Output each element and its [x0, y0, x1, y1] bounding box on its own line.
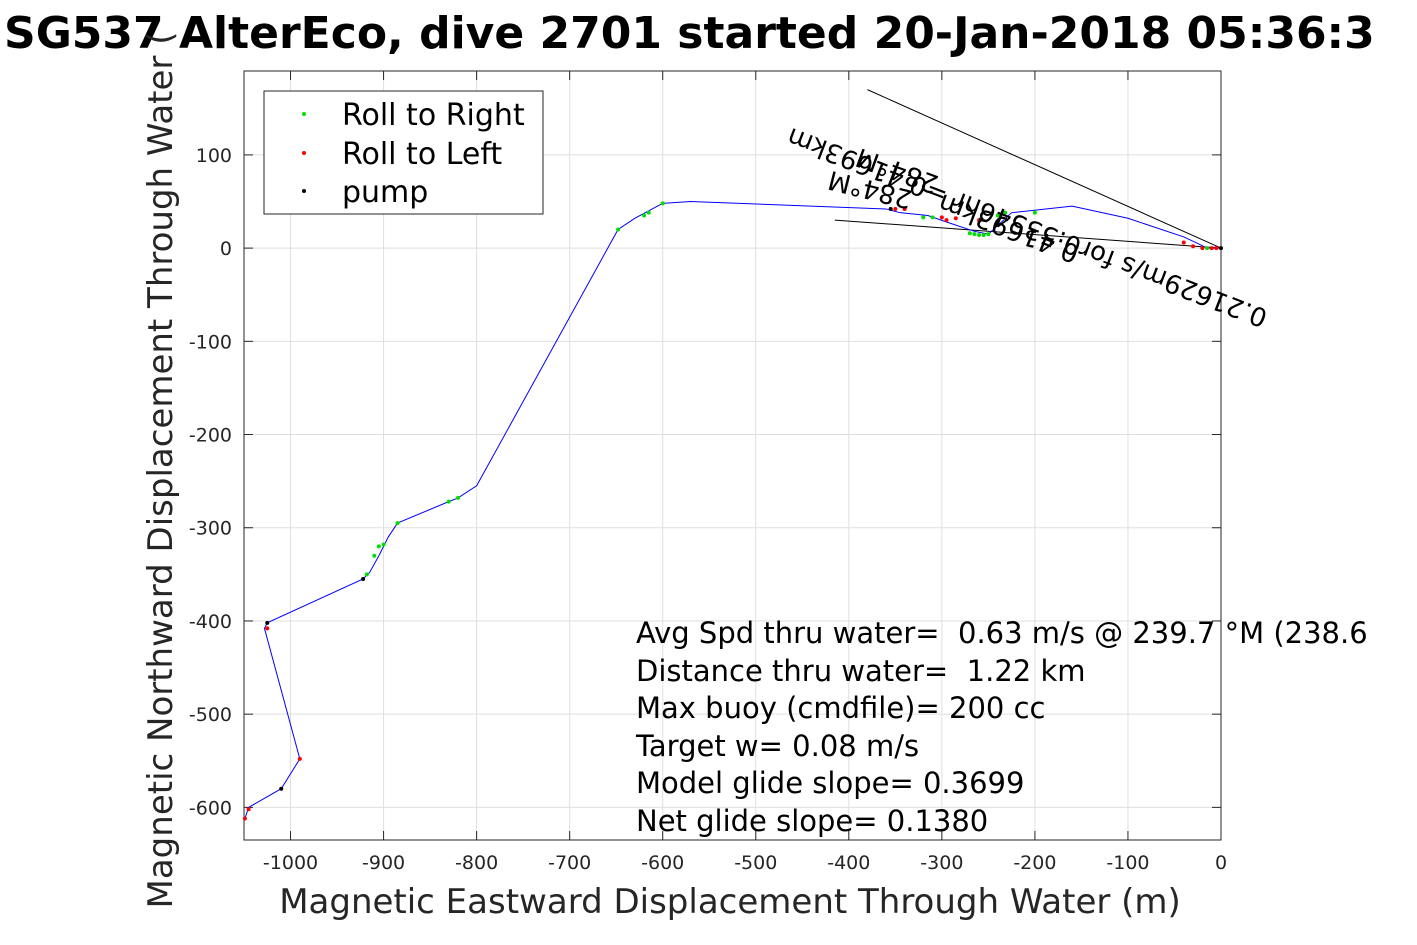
- stat-target-w: Target w= 0.08 m/s: [635, 729, 919, 763]
- y-tick-labels: 100 0 -100 -200 -300 -400 -500 -600: [189, 145, 232, 819]
- legend-marker-roll-right: [302, 112, 306, 116]
- roll-right-point: [930, 215, 935, 220]
- stat-net-glide: Net glide slope= 0.1380: [636, 804, 988, 838]
- roll-left-point: [1181, 240, 1186, 245]
- roll-left-point: [902, 206, 907, 211]
- roll-right-point: [372, 553, 377, 558]
- roll-right-point: [1003, 210, 1008, 215]
- stats-block: Avg Spd thru water= 0.63 m/s @ 239.7 °M …: [635, 616, 1368, 838]
- y-tick-label: 0: [220, 238, 232, 260]
- roll-right-point: [446, 499, 451, 504]
- roll-markers: [242, 201, 1223, 821]
- roll-right-point: [1205, 246, 1210, 251]
- y-tick-label: -600: [189, 797, 232, 819]
- x-tick-label: -200: [1013, 852, 1056, 874]
- roll-right-point: [995, 213, 1000, 218]
- roll-left-point: [977, 218, 982, 223]
- roll-right-point: [381, 542, 386, 547]
- roll-left-point: [297, 756, 302, 761]
- roll-left-point: [939, 215, 944, 220]
- roll-right-point: [981, 233, 986, 238]
- roll-right-point: [967, 231, 972, 236]
- x-tick-label: -700: [548, 852, 591, 874]
- roll-left-point: [893, 206, 898, 211]
- roll-right-point: [660, 201, 665, 206]
- x-tick-label: -800: [455, 852, 498, 874]
- roll-left-point: [1214, 246, 1219, 251]
- roll-right-point: [642, 213, 647, 218]
- legend-marker-pump: [302, 189, 306, 193]
- roll-right-point: [972, 232, 977, 237]
- roll-right-point: [1032, 210, 1037, 215]
- roll-left-point: [242, 816, 247, 821]
- x-axis-label: Magnetic Eastward Displacement Through W…: [279, 882, 1181, 922]
- pump-point: [279, 786, 284, 791]
- y-tick-label: 100: [196, 145, 232, 167]
- legend-box: [263, 90, 544, 215]
- roll-right-point: [376, 544, 381, 549]
- series-line: [244, 200, 1221, 819]
- x-tick-label: -500: [734, 852, 777, 874]
- stat-model-glide: Model glide slope= 0.3699: [636, 766, 1024, 800]
- x-tick-label: -1000: [263, 852, 318, 874]
- roll-left-point: [1200, 246, 1205, 251]
- roll-right-point: [986, 232, 991, 237]
- roll-right-point: [616, 227, 621, 232]
- x-tick-label: -600: [641, 852, 684, 874]
- roll-left-point: [953, 216, 958, 221]
- roll-right-point: [395, 521, 400, 526]
- roll-right-point: [456, 495, 461, 500]
- reference-line: [834, 219, 1222, 249]
- legend-label-roll-left: Roll to Left: [342, 137, 502, 172]
- chart-title: SG537 AlterEco, dive 2701 started 20-Jan…: [4, 8, 1375, 59]
- x-tick-label: 0: [1215, 852, 1227, 874]
- pump-point: [361, 577, 366, 582]
- pump-point: [888, 206, 893, 211]
- roll-left-point: [944, 218, 949, 223]
- x-tick-label: -400: [827, 852, 870, 874]
- x-tick-labels: -1000 -900 -800 -700 -600 -500 -400 -300 -200 -10…: [263, 852, 1227, 874]
- stat-avg-speed: Avg Spd thru water= 0.63 m/s @ 239.7 °M …: [636, 616, 1368, 650]
- pump-point: [265, 620, 270, 625]
- reference-line: [867, 89, 1222, 249]
- stat-max-buoy: Max buoy (cmdfile)= 200 cc: [636, 691, 1045, 725]
- x-tick-label: -300: [920, 852, 963, 874]
- roll-right-point: [977, 233, 982, 238]
- legend-label-pump: pump: [342, 175, 428, 210]
- y-tick-label: -400: [189, 611, 232, 633]
- plot-frame: [243, 70, 1222, 841]
- x-tick-label: -900: [362, 852, 405, 874]
- legend-marker-roll-left: [302, 151, 306, 155]
- pump-point: [1219, 246, 1223, 251]
- legend: Roll to Right Roll to Left pump: [263, 90, 544, 215]
- roll-right-point: [364, 572, 369, 577]
- roll-left-point: [1191, 244, 1196, 249]
- y-tick-label: -300: [189, 518, 232, 540]
- reference-lines: [834, 89, 1222, 249]
- axis-ticks: [244, 71, 1222, 840]
- track-annotation: 0.21629m/s for0.53546hr =0.41693km: [783, 121, 1272, 332]
- track-series: [244, 200, 1221, 819]
- stat-distance: Distance thru water= 1.22 km: [636, 654, 1086, 688]
- legend-label-roll-right: Roll to Right: [342, 98, 525, 133]
- roll-left-point: [246, 807, 251, 812]
- roll-left-point: [1209, 246, 1214, 251]
- roll-right-point: [646, 210, 651, 215]
- y-tick-label: -200: [189, 425, 232, 447]
- y-tick-label: -100: [189, 331, 232, 353]
- y-tick-label: -500: [189, 704, 232, 726]
- roll-left-point: [265, 626, 270, 631]
- x-tick-label: -100: [1106, 852, 1149, 874]
- roll-right-point: [921, 215, 926, 220]
- y-axis-label: Magnetic Northward Displacement Through …: [141, 32, 181, 909]
